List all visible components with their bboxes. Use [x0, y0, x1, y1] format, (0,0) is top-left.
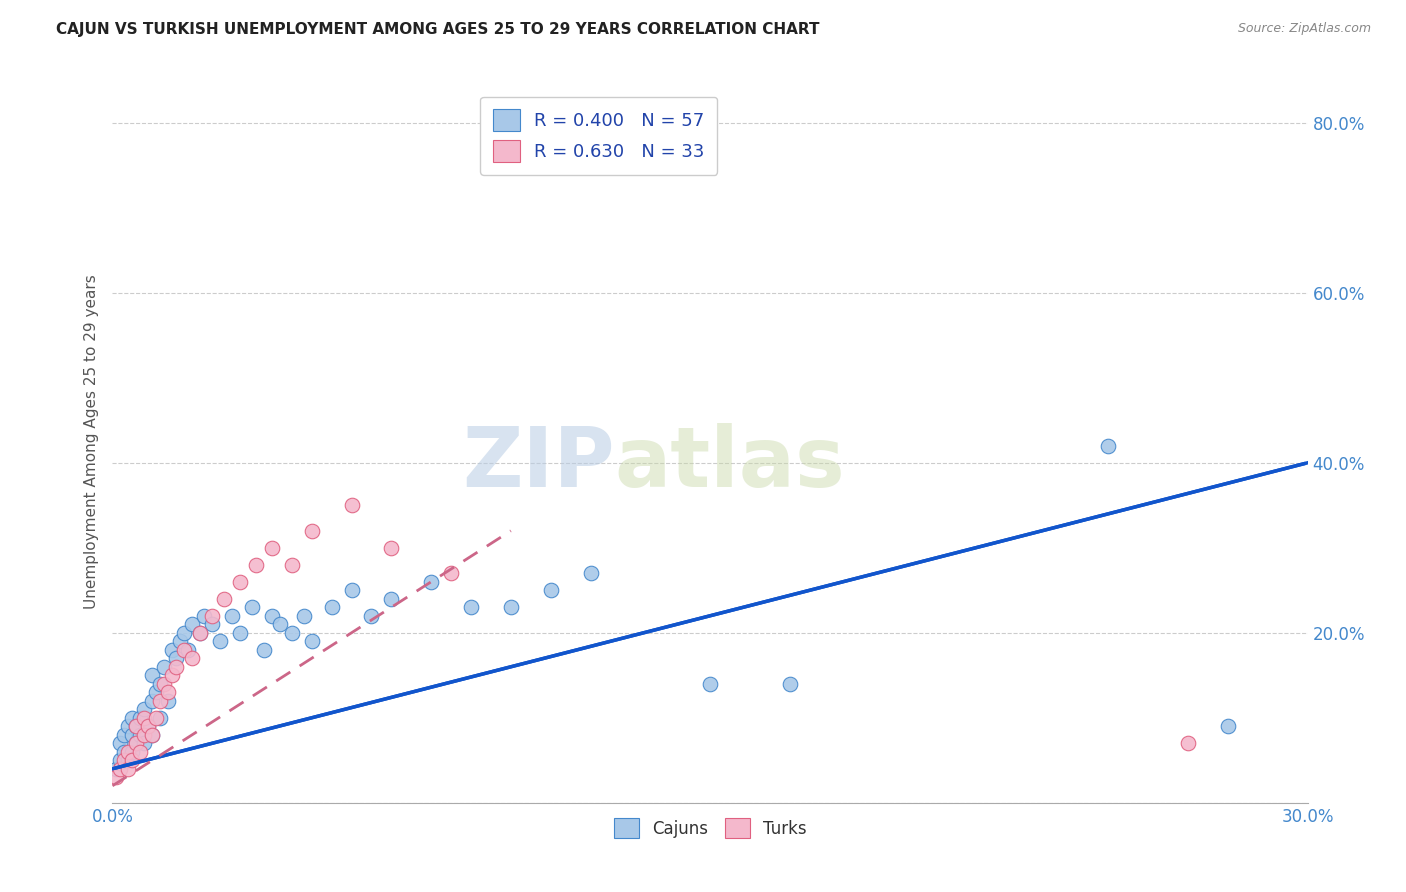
Point [221, 608, 243, 623]
Point [201, 617, 224, 632]
Point [157, 685, 180, 699]
Y-axis label: Unemployment Among Ages 25 to 29 years: Unemployment Among Ages 25 to 29 years [83, 274, 98, 609]
Point [129, 728, 152, 742]
Point [141, 728, 163, 742]
Point [134, 702, 156, 716]
Point [281, 625, 304, 640]
Point [177, 642, 200, 657]
Point [125, 736, 148, 750]
Point [340, 498, 363, 512]
Point [141, 668, 163, 682]
Point [117, 745, 139, 759]
Point [540, 583, 562, 598]
Point [125, 719, 148, 733]
Point [129, 745, 152, 759]
Point [340, 583, 363, 598]
Point [269, 617, 291, 632]
Point [165, 651, 187, 665]
Text: atlas: atlas [614, 423, 845, 504]
Point [188, 625, 211, 640]
Point [499, 600, 522, 615]
Text: Source: ZipAtlas.com: Source: ZipAtlas.com [1237, 22, 1371, 36]
Point [321, 600, 343, 615]
Point [779, 677, 801, 691]
Point [301, 524, 323, 538]
Point [114, 745, 135, 759]
Point [129, 711, 152, 725]
Point [460, 600, 482, 615]
Point [125, 736, 148, 750]
Point [141, 728, 163, 742]
Point [212, 591, 235, 606]
Point [240, 600, 263, 615]
Text: CAJUN VS TURKISH UNEMPLOYMENT AMONG AGES 25 TO 29 YEARS CORRELATION CHART: CAJUN VS TURKISH UNEMPLOYMENT AMONG AGES… [56, 22, 820, 37]
Point [114, 753, 135, 767]
Point [360, 608, 382, 623]
Point [699, 677, 721, 691]
Point [105, 770, 128, 784]
Point [292, 608, 315, 623]
Point [153, 660, 176, 674]
Point [188, 625, 211, 640]
Point [181, 617, 204, 632]
Point [201, 608, 224, 623]
Point [162, 668, 183, 682]
Point [149, 711, 172, 725]
Point [1177, 736, 1199, 750]
Point [141, 694, 163, 708]
Point [138, 719, 160, 733]
Point [121, 711, 143, 725]
Point [260, 541, 283, 555]
Point [138, 719, 160, 733]
Point [245, 558, 267, 572]
Point [380, 541, 402, 555]
Point [209, 634, 232, 648]
Point [134, 736, 156, 750]
Point [114, 728, 135, 742]
Point [229, 625, 252, 640]
Point [134, 711, 156, 725]
Point [260, 608, 283, 623]
Point [149, 677, 172, 691]
Point [110, 753, 132, 767]
Point [1216, 719, 1239, 733]
Point [157, 694, 180, 708]
Text: ZIP: ZIP [463, 423, 614, 504]
Point [281, 558, 304, 572]
Point [162, 642, 183, 657]
Point [380, 591, 402, 606]
Point [105, 762, 128, 776]
Point [253, 642, 276, 657]
Point [169, 634, 191, 648]
Legend: Cajuns, Turks: Cajuns, Turks [607, 812, 813, 845]
Point [181, 651, 204, 665]
Point [117, 762, 139, 776]
Point [301, 634, 323, 648]
Point [110, 736, 132, 750]
Point [229, 574, 252, 589]
Point [117, 719, 139, 733]
Point [117, 753, 139, 767]
Point [121, 728, 143, 742]
Point [145, 711, 167, 725]
Point [145, 685, 167, 699]
Point [579, 566, 602, 581]
Point [193, 608, 215, 623]
Point [420, 574, 443, 589]
Point [121, 745, 143, 759]
Point [440, 566, 463, 581]
Point [1097, 439, 1119, 453]
Point [110, 762, 132, 776]
Point [121, 753, 143, 767]
Point [153, 677, 176, 691]
Point [173, 642, 195, 657]
Point [134, 728, 156, 742]
Point [165, 660, 187, 674]
Point [149, 694, 172, 708]
Point [173, 625, 195, 640]
Point [125, 719, 148, 733]
